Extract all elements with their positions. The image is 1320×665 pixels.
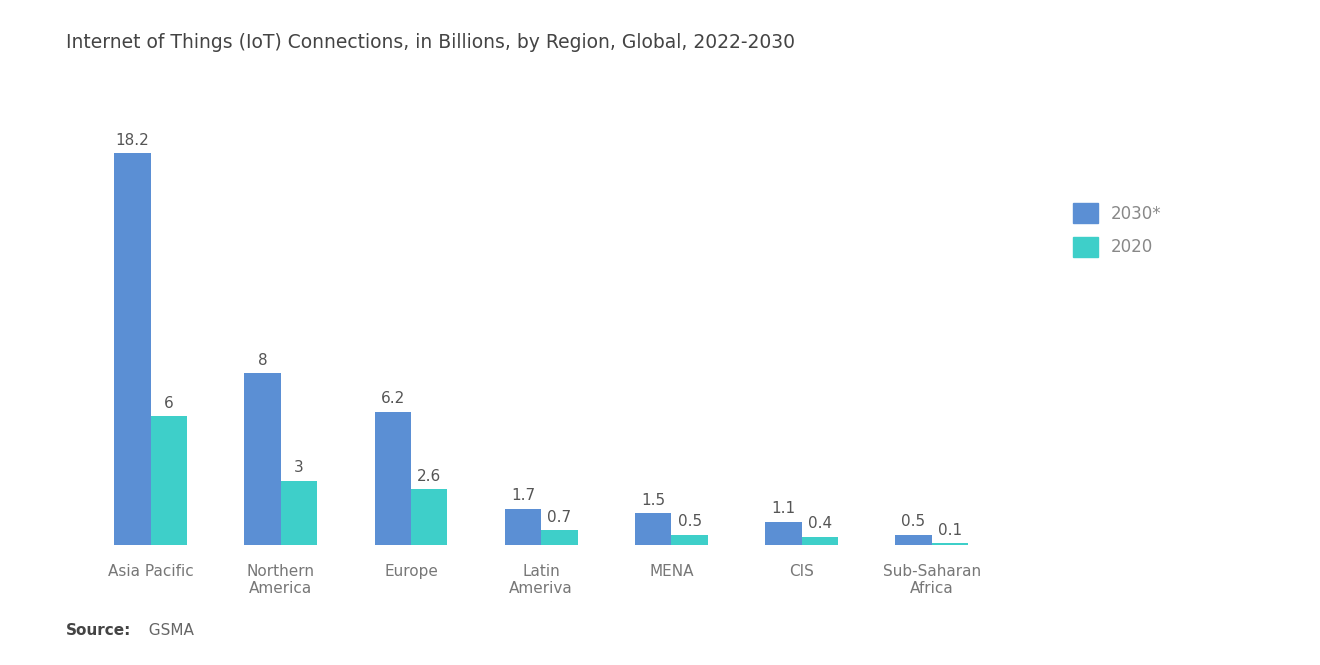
Bar	[766, 521, 801, 545]
Text: 3: 3	[294, 460, 304, 475]
Bar	[635, 513, 672, 545]
Bar	[895, 535, 932, 545]
Text: 0.5: 0.5	[677, 514, 702, 529]
Text: Source:: Source:	[66, 623, 132, 638]
Text: 6.2: 6.2	[380, 392, 405, 406]
Text: 8: 8	[257, 352, 268, 368]
Text: 0.4: 0.4	[808, 516, 832, 531]
Bar	[541, 530, 578, 545]
Text: 0.7: 0.7	[548, 510, 572, 525]
Bar	[801, 537, 838, 545]
Bar	[375, 412, 411, 545]
Text: 0.1: 0.1	[939, 523, 962, 538]
Text: 1.1: 1.1	[771, 501, 796, 516]
Text: 1.7: 1.7	[511, 488, 535, 503]
Bar	[281, 481, 317, 545]
Text: 2.6: 2.6	[417, 469, 441, 484]
Bar	[150, 416, 187, 545]
Bar	[244, 373, 281, 545]
Bar	[504, 509, 541, 545]
Bar	[672, 535, 708, 545]
Text: 18.2: 18.2	[116, 133, 149, 148]
Text: 1.5: 1.5	[642, 493, 665, 507]
Bar	[411, 489, 447, 545]
Bar	[114, 154, 150, 545]
Text: 6: 6	[164, 396, 174, 411]
Bar	[932, 543, 969, 545]
Legend: 2030*, 2020: 2030*, 2020	[1064, 195, 1170, 265]
Text: 0.5: 0.5	[902, 514, 925, 529]
Text: Internet of Things (IoT) Connections, in Billions, by Region, Global, 2022-2030: Internet of Things (IoT) Connections, in…	[66, 33, 795, 53]
Text: GSMA: GSMA	[139, 623, 194, 638]
